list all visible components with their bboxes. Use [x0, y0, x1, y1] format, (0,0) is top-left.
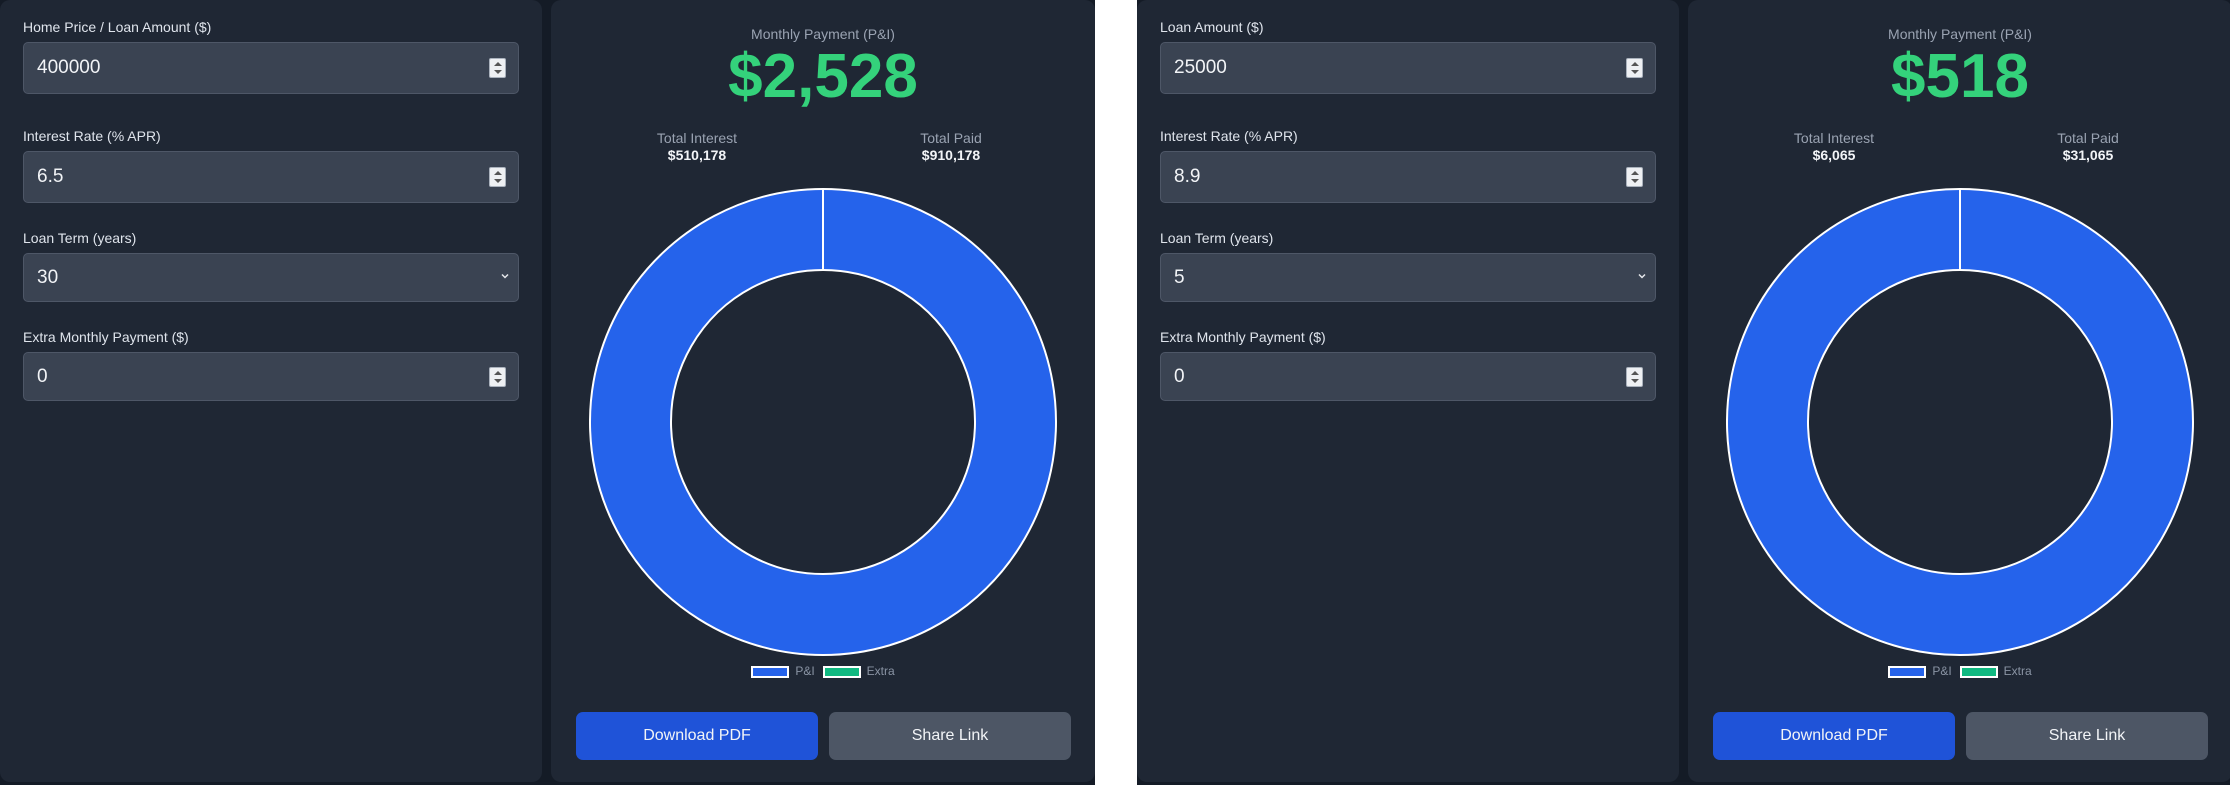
total-paid-value: $31,065 [2062, 147, 2114, 163]
extra-payment-field: Extra Monthly Payment ($) 0 [1160, 329, 1656, 401]
legend-label: Extra [2003, 663, 2032, 678]
interest-rate-label: Interest Rate (% APR) [1160, 128, 1298, 144]
interest-rate-value: 8.9 [1174, 166, 1201, 187]
total-paid-stat: Total Paid $31,065 [1988, 130, 2188, 164]
total-interest-value: $510,178 [667, 147, 727, 163]
loan-amount-value: 25000 [1174, 57, 1227, 78]
chart-legend: P&I Extra [1688, 663, 2230, 678]
extra-payment-field: Extra Monthly Payment ($) 0 [23, 329, 519, 401]
extra-payment-value: 0 [1174, 366, 1185, 387]
legend-label: P&I [795, 663, 815, 678]
interest-rate-label: Interest Rate (% APR) [23, 128, 161, 144]
donut-slice-p-i [589, 188, 1057, 656]
legend-label: Extra [866, 663, 895, 678]
total-interest-stat: Total Interest $6,065 [1734, 130, 1934, 164]
share-link-button[interactable]: Share Link [1966, 712, 2208, 760]
total-interest-label: Total Interest [656, 130, 738, 146]
chevron-down-icon [1638, 273, 1646, 279]
extra-payment-input[interactable]: 0 [1160, 352, 1656, 401]
legend-swatch [822, 665, 861, 678]
legend-swatch [1959, 665, 1998, 678]
monthly-payment-value: $518 [1891, 42, 2029, 111]
interest-rate-value: 6.5 [37, 166, 64, 187]
loan-amount-label: Home Price / Loan Amount ($) [23, 19, 212, 35]
payment-donut-chart [1726, 188, 2194, 656]
results-panel: Monthly Payment (P&I) $2,528 Total Inter… [551, 0, 1095, 782]
total-paid-value: $910,178 [921, 147, 981, 163]
download-pdf-button[interactable]: Download PDF [1713, 712, 1955, 760]
chart-legend: P&I Extra [551, 663, 1095, 678]
download-pdf-button[interactable]: Download PDF [576, 712, 818, 760]
loan-term-value: 5 [1174, 267, 1185, 288]
loan-term-label: Loan Term (years) [23, 230, 137, 246]
loan-amount-label: Loan Amount ($) [1160, 19, 1264, 35]
chevron-down-icon [501, 273, 509, 279]
inputs-panel: Loan Amount ($) 25000 Interest Rate (% A… [1137, 0, 1679, 782]
total-paid-label: Total Paid [920, 130, 982, 146]
total-paid-label: Total Paid [2057, 130, 2119, 146]
loan-term-field: Loan Term (years) 30 [23, 230, 519, 302]
loan-calculator: Loan Amount ($) 25000 Interest Rate (% A… [1137, 0, 2230, 785]
spinner-icon[interactable] [1626, 167, 1643, 187]
loan-term-value: 30 [37, 267, 59, 288]
legend-swatch [1888, 665, 1927, 678]
share-link-button[interactable]: Share Link [829, 712, 1071, 760]
inputs-panel: Home Price / Loan Amount ($) 400000 Inte… [0, 0, 542, 782]
payment-donut-chart [589, 188, 1057, 656]
monthly-payment-value: $2,528 [728, 42, 918, 111]
legend-swatch [751, 665, 790, 678]
loan-amount-field: Loan Amount ($) 25000 [1160, 19, 1656, 94]
interest-rate-field: Interest Rate (% APR) 8.9 [1160, 128, 1656, 203]
spinner-icon[interactable] [1626, 58, 1643, 78]
spinner-icon[interactable] [489, 366, 506, 387]
results-panel: Monthly Payment (P&I) $518 Total Interes… [1688, 0, 2230, 782]
interest-rate-input[interactable]: 8.9 [1160, 151, 1656, 203]
donut-slice-p-i [1726, 188, 2194, 656]
loan-term-field: Loan Term (years) 5 [1160, 230, 1656, 302]
total-interest-stat: Total Interest $510,178 [597, 130, 797, 164]
legend-item: Extra [1959, 663, 2032, 678]
total-interest-label: Total Interest [1793, 130, 1875, 146]
legend-item: P&I [1888, 663, 1952, 678]
monthly-payment-label: Monthly Payment (P&I) [751, 26, 895, 42]
spinner-icon[interactable] [1626, 366, 1643, 387]
interest-rate-field: Interest Rate (% APR) 6.5 [23, 128, 519, 203]
legend-item: P&I [751, 663, 815, 678]
spinner-icon[interactable] [489, 58, 506, 78]
interest-rate-input[interactable]: 6.5 [23, 151, 519, 203]
extra-payment-label: Extra Monthly Payment ($) [1160, 329, 1326, 345]
monthly-payment-label: Monthly Payment (P&I) [1888, 26, 2032, 42]
loan-amount-value: 400000 [37, 57, 101, 78]
loan-amount-input[interactable]: 25000 [1160, 42, 1656, 94]
spinner-icon[interactable] [489, 167, 506, 187]
loan-amount-field: Home Price / Loan Amount ($) 400000 [23, 19, 519, 94]
total-interest-value: $6,065 [1812, 147, 1856, 163]
extra-payment-label: Extra Monthly Payment ($) [23, 329, 189, 345]
legend-item: Extra [822, 663, 895, 678]
extra-payment-value: 0 [37, 366, 48, 387]
legend-label: P&I [1932, 663, 1952, 678]
mortgage-calculator: Home Price / Loan Amount ($) 400000 Inte… [0, 0, 1095, 785]
extra-payment-input[interactable]: 0 [23, 352, 519, 401]
loan-term-select[interactable]: 30 [23, 253, 519, 302]
loan-term-label: Loan Term (years) [1160, 230, 1274, 246]
loan-amount-input[interactable]: 400000 [23, 42, 519, 94]
total-paid-stat: Total Paid $910,178 [851, 130, 1051, 164]
loan-term-select[interactable]: 5 [1160, 253, 1656, 302]
